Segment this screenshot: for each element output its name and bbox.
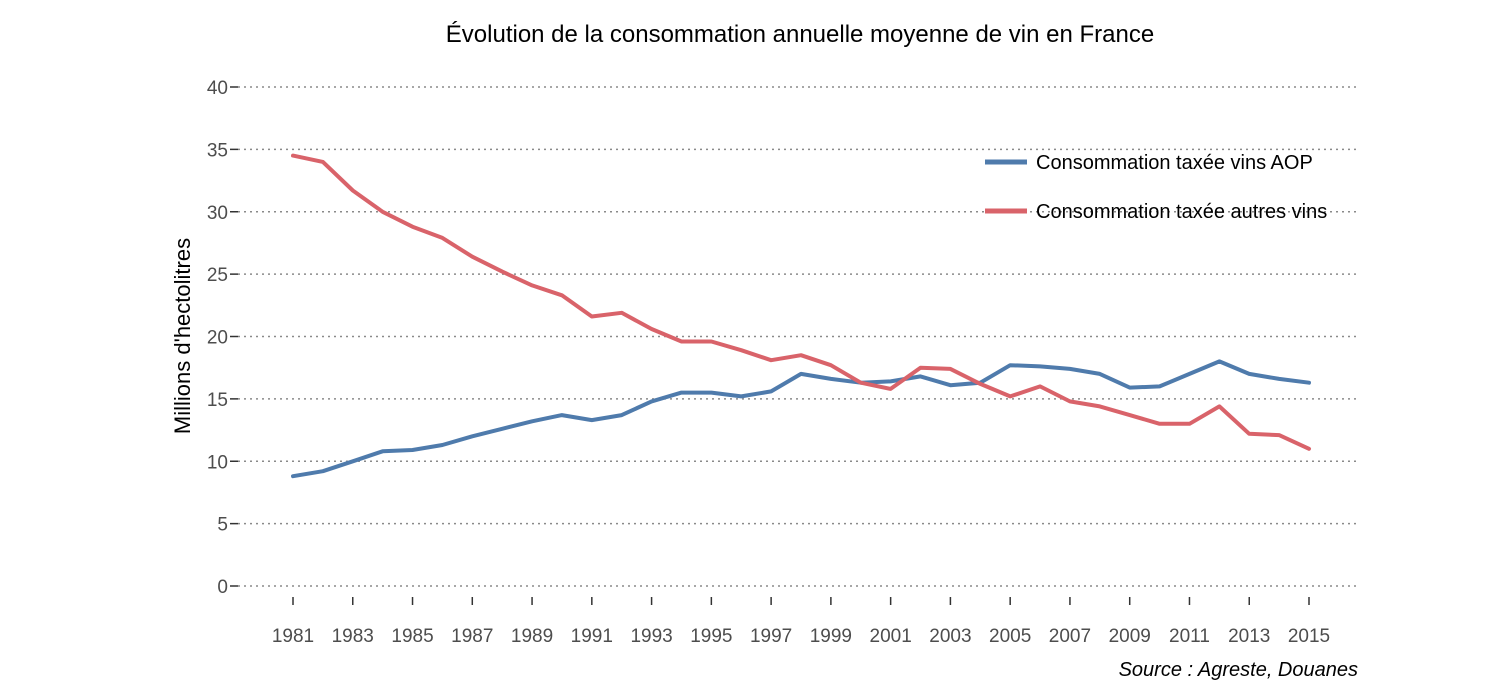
y-tick-label: 10 [207, 452, 228, 473]
legend-label-1: Consommation taxée vins AOP [1036, 152, 1313, 174]
y-tick-label: 20 [207, 328, 228, 349]
x-tick-label: 2003 [929, 626, 971, 647]
x-tick-label: 1989 [511, 626, 553, 647]
x-tick-label: 2015 [1288, 626, 1330, 647]
y-tick-label: 5 [217, 515, 228, 536]
y-tick-label: 0 [217, 577, 228, 598]
y-tick-label: 40 [207, 78, 228, 99]
x-tick-label: 1985 [391, 626, 433, 647]
x-tick-label: 1981 [272, 626, 314, 647]
series-line-2 [291, 153, 1311, 451]
x-tick-label: 1999 [810, 626, 852, 647]
x-axis-ticks: 1981 1983 1985 1987 1989 1991 1993 1995 1997 1999… [272, 597, 1330, 647]
legend-label-2: Consommation taxée autres vins [1036, 201, 1327, 223]
x-tick-label: 1983 [332, 626, 374, 647]
x-tick-label: 1993 [630, 626, 672, 647]
x-tick-label: 1987 [451, 626, 493, 647]
y-axis-label: Millions d'hectolitres [170, 238, 195, 434]
x-tick-label: 2011 [1169, 626, 1210, 647]
y-tick-label: 25 [207, 265, 228, 286]
x-tick-label: 2001 [870, 626, 912, 647]
series-lines [291, 153, 1311, 479]
y-axis-ticks: 0 5 10 15 20 25 30 35 40 [207, 78, 238, 598]
x-tick-label: 2013 [1228, 626, 1270, 647]
source-note: Source : Agreste, Douanes [1119, 659, 1358, 681]
x-tick-label: 1991 [571, 626, 613, 647]
x-tick-label: 1997 [750, 626, 792, 647]
x-tick-label: 2007 [1049, 626, 1091, 647]
y-tick-label: 30 [207, 203, 228, 224]
x-tick-label: 2009 [1109, 626, 1151, 647]
y-tick-label: 35 [207, 140, 228, 161]
gridlines [238, 86, 1360, 587]
x-tick-label: 1995 [690, 626, 732, 647]
x-tick-label: 2005 [989, 626, 1031, 647]
y-tick-label: 15 [207, 390, 228, 411]
chart-title: Évolution de la consommation annuelle mo… [446, 21, 1154, 48]
legend: Consommation taxée vins AOP Consommation … [985, 152, 1327, 223]
series-line-1 [291, 359, 1311, 479]
